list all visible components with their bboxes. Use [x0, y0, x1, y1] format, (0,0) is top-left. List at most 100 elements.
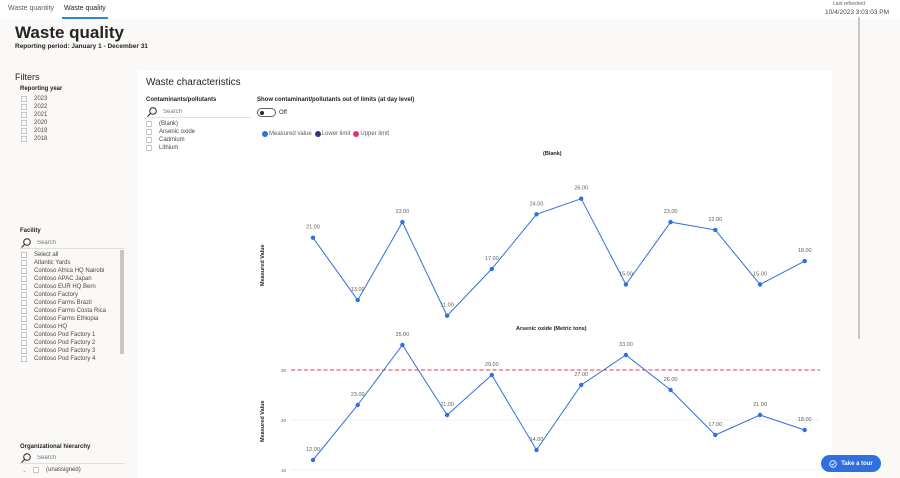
checkbox[interactable] — [21, 112, 27, 118]
legend-measured-value[interactable]: Measured value — [262, 131, 312, 137]
checkbox[interactable] — [21, 316, 27, 322]
search-icon — [21, 452, 31, 463]
svg-text:18.00: 18.00 — [798, 417, 812, 423]
checkbox[interactable] — [21, 332, 27, 338]
svg-text:23.00: 23.00 — [396, 209, 410, 215]
contaminants-list: (Blank) Arsenic oxide Cadmium Lithium — [146, 120, 195, 152]
svg-text:12.00: 12.00 — [306, 447, 320, 453]
legend-upper-limit[interactable]: Upper limit — [353, 131, 389, 137]
facility-option[interactable]: Contoso Farms Costa Rica — [21, 307, 106, 315]
checkbox[interactable] — [21, 308, 27, 314]
facility-option[interactable]: Contoso Factory — [21, 291, 106, 299]
legend-lower-limit[interactable]: Lower limit — [314, 131, 350, 137]
svg-text:10: 10 — [281, 468, 287, 473]
facility-option[interactable]: Contoso Pod Factory 3 — [21, 347, 106, 355]
contaminant-option[interactable]: Arsenic oxide — [146, 128, 195, 136]
checkbox[interactable] — [21, 96, 27, 102]
facility-option[interactable]: Atlantic Yards — [21, 259, 106, 267]
chevron-down-icon[interactable]: ⌄ — [22, 467, 28, 474]
checkbox[interactable] — [21, 292, 27, 298]
facility-search — [20, 237, 125, 249]
checkbox[interactable] — [21, 260, 27, 266]
facility-option[interactable]: Contoso EUR HQ Bern — [21, 283, 106, 291]
chart-title-arsenic: Arsenic oxide (Metric tons) — [516, 326, 587, 332]
checkbox[interactable] — [21, 128, 27, 134]
svg-text:35.00: 35.00 — [396, 332, 410, 338]
page-title: Waste quality — [15, 23, 124, 42]
facility-option[interactable]: Contoso Pod Factory 1 — [21, 331, 106, 339]
facility-option[interactable]: Contoso Pod Factory 4 — [21, 355, 106, 363]
org-hierarchy-search — [20, 452, 125, 464]
svg-text:23.00: 23.00 — [351, 392, 365, 398]
checkbox[interactable] — [21, 348, 27, 354]
toggle-knob — [260, 111, 264, 115]
checkbox[interactable] — [21, 252, 27, 258]
tab-waste-quantity[interactable]: Waste quantity — [8, 5, 55, 12]
checkbox[interactable] — [21, 356, 27, 362]
facility-option[interactable]: Contoso Farms Brazil — [21, 299, 106, 307]
org-hierarchy-option[interactable]: ⌄ (unassigned) — [22, 467, 81, 474]
checkbox[interactable] — [146, 145, 152, 151]
facility-option[interactable]: Contoso Pod Factory 2 — [21, 339, 106, 347]
org-hierarchy-search-input[interactable] — [37, 454, 117, 461]
facility-option[interactable]: Select all — [21, 251, 106, 259]
svg-text:20: 20 — [281, 418, 287, 423]
year-option[interactable]: 2019 — [21, 127, 47, 135]
facility-search-input[interactable] — [37, 239, 117, 246]
facility-option[interactable]: Contoso HQ — [21, 323, 106, 331]
contaminant-option[interactable]: Lithium — [146, 144, 195, 152]
year-option[interactable]: 2023 — [21, 95, 47, 103]
year-option[interactable]: 2018 — [21, 135, 47, 143]
svg-text:18.00: 18.00 — [798, 248, 812, 254]
facility-list: Select all Atlantic Yards Contoso Africa… — [21, 251, 106, 363]
checkbox[interactable] — [33, 467, 40, 473]
checkbox[interactable] — [21, 268, 27, 274]
out-of-limits-toggle[interactable] — [257, 108, 276, 117]
facility-option[interactable]: Contoso Farms Ethiopia — [21, 315, 106, 323]
out-of-limits-toggle-label: Show contaminant/pollutants out of limit… — [257, 97, 415, 103]
checkbox[interactable] — [21, 340, 27, 346]
search-icon — [21, 237, 31, 248]
svg-text:17.00: 17.00 — [485, 256, 499, 262]
year-option[interactable]: 2021 — [21, 111, 47, 119]
year-option[interactable]: 2022 — [21, 103, 47, 111]
svg-text:21.00: 21.00 — [753, 402, 767, 408]
svg-text:15.00: 15.00 — [753, 272, 767, 278]
take-a-tour-button[interactable]: Take a tour — [821, 455, 881, 472]
tab-waste-quality[interactable]: Waste quality — [62, 5, 108, 19]
last-refreshed-label: Last refreshed — [833, 1, 865, 7]
svg-text:14.00: 14.00 — [530, 437, 544, 443]
org-hierarchy-label: Organizational hierarchy — [20, 444, 91, 450]
page-scrollbar[interactable] — [858, 17, 860, 339]
year-option[interactable]: 2020 — [21, 119, 47, 127]
facility-option[interactable]: Contoso Africa HQ Nairobi — [21, 267, 106, 275]
svg-text:23.00: 23.00 — [664, 209, 678, 215]
checkbox[interactable] — [146, 129, 152, 135]
facility-scrollbar[interactable] — [120, 250, 124, 354]
svg-text:13.00: 13.00 — [351, 287, 365, 293]
svg-text:29.00: 29.00 — [485, 362, 499, 368]
filters-title: Filters — [15, 72, 40, 82]
svg-text:33.00: 33.00 — [619, 342, 633, 348]
chart-legend: Measured value Lower limit Upper limit — [262, 131, 392, 137]
checkbox[interactable] — [146, 137, 152, 143]
contaminant-option[interactable]: Cadmium — [146, 136, 195, 144]
checkbox[interactable] — [21, 136, 27, 142]
contaminants-search-input[interactable] — [163, 108, 243, 115]
search-icon — [147, 106, 157, 117]
card-title: Waste characteristics — [146, 77, 241, 88]
checkbox[interactable] — [21, 300, 27, 306]
checkbox[interactable] — [146, 121, 152, 127]
svg-text:22.00: 22.00 — [708, 217, 722, 223]
checkbox[interactable] — [21, 104, 27, 110]
checkbox[interactable] — [21, 324, 27, 330]
facility-option[interactable]: Contoso APAC Japan — [21, 275, 106, 283]
checkbox[interactable] — [21, 284, 27, 290]
contaminant-option[interactable]: (Blank) — [146, 120, 195, 128]
top-nav-bar: Waste quantity Waste quality Last refres… — [0, 0, 900, 19]
svg-text:15.00: 15.00 — [619, 272, 633, 278]
checkbox[interactable] — [21, 276, 27, 282]
checkbox[interactable] — [21, 120, 27, 126]
svg-text:26.00: 26.00 — [574, 186, 588, 192]
